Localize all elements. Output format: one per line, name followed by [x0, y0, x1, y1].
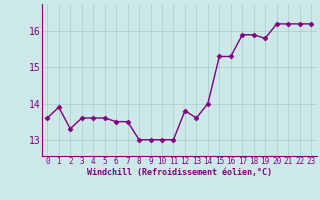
X-axis label: Windchill (Refroidissement éolien,°C): Windchill (Refroidissement éolien,°C)	[87, 168, 272, 177]
